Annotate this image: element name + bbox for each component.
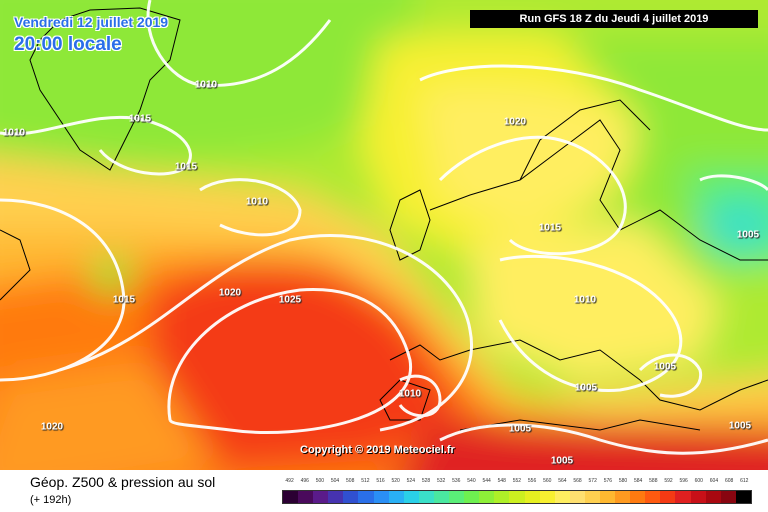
scale-swatch bbox=[358, 491, 374, 503]
scale-label: 564 bbox=[558, 478, 567, 484]
scale-swatch bbox=[313, 491, 329, 503]
scale-label: 568 bbox=[573, 478, 582, 484]
scale-swatch bbox=[720, 491, 736, 503]
scale-swatch bbox=[705, 491, 721, 503]
isobar-label: 1020 bbox=[503, 116, 527, 128]
copyright-text: Copyright © 2019 Meteociel.fr bbox=[300, 444, 455, 456]
scale-label: 580 bbox=[618, 478, 628, 484]
isobar-label: 1010 bbox=[245, 196, 269, 208]
isobar-label: 1020 bbox=[40, 421, 64, 433]
isobar-label: 1010 bbox=[398, 388, 422, 400]
scale-label: 524 bbox=[406, 478, 415, 484]
color-scale-bar bbox=[282, 490, 752, 504]
scale-label: 508 bbox=[346, 478, 355, 484]
scale-label: 504 bbox=[330, 478, 340, 484]
isobar-label: 1015 bbox=[128, 113, 152, 125]
run-info-banner: Run GFS 18 Z du Jeudi 4 juillet 2019 bbox=[470, 10, 758, 28]
isobar-label: 1005 bbox=[574, 382, 598, 394]
scale-label: 608 bbox=[724, 478, 734, 484]
scale-label: 500 bbox=[315, 478, 325, 484]
scale-swatch bbox=[328, 491, 344, 503]
isobar-label: 1020 bbox=[218, 287, 242, 299]
scale-label: 556 bbox=[527, 478, 537, 484]
map-title: Géop. Z500 & pression au sol bbox=[30, 474, 216, 490]
isobar-lines bbox=[0, 0, 768, 453]
scale-swatch bbox=[479, 491, 495, 503]
weather-map: Vendredi 12 juillet 2019 20:00 locale Ru… bbox=[0, 0, 768, 470]
scale-swatch bbox=[298, 491, 314, 503]
isobar-label: 1015 bbox=[538, 222, 562, 234]
scale-swatch bbox=[630, 491, 646, 503]
scale-swatch bbox=[403, 491, 419, 503]
scale-swatch bbox=[735, 491, 751, 503]
scale-swatch bbox=[433, 491, 450, 503]
scale-swatch bbox=[494, 491, 510, 503]
color-scale-labels: 492 496 500 504 508 512 516 520 524 528 532 536 540 5… bbox=[282, 478, 752, 488]
scale-swatch bbox=[388, 491, 404, 503]
scale-label: 548 bbox=[497, 478, 506, 484]
isobar-label: 1010 bbox=[573, 294, 597, 306]
isobar-label: 1005 bbox=[550, 455, 574, 467]
scale-label: 560 bbox=[543, 478, 552, 484]
scale-label: 592 bbox=[664, 478, 673, 484]
scale-swatch bbox=[615, 491, 631, 503]
scale-label: 528 bbox=[421, 478, 431, 484]
scale-swatch bbox=[554, 491, 570, 503]
isobar-label: 1015 bbox=[112, 294, 136, 306]
scale-label: 604 bbox=[709, 478, 719, 484]
scale-label: 588 bbox=[649, 478, 658, 484]
scale-label: 512 bbox=[361, 478, 370, 484]
scale-label: 540 bbox=[467, 478, 476, 484]
scale-label: 492 bbox=[285, 478, 294, 484]
scale-label: 576 bbox=[603, 478, 613, 484]
scale-label: 612 bbox=[740, 478, 749, 484]
valid-date: Vendredi 12 juillet 2019 bbox=[14, 14, 169, 30]
scale-swatch bbox=[645, 491, 661, 503]
isobar-label: 1015 bbox=[174, 161, 198, 173]
isobar-label: 1010 bbox=[2, 127, 26, 139]
scale-swatch bbox=[660, 491, 676, 503]
valid-time: 20:00 locale bbox=[14, 34, 122, 55]
scale-label: 600 bbox=[694, 478, 703, 484]
isobar-label: 1005 bbox=[508, 423, 532, 435]
isobar-label: 1005 bbox=[728, 420, 752, 432]
scale-label: 532 bbox=[436, 478, 446, 484]
scale-swatch bbox=[343, 491, 359, 503]
scale-swatch bbox=[449, 491, 465, 503]
scale-label: 516 bbox=[376, 478, 385, 484]
scale-swatch bbox=[539, 491, 555, 503]
scale-label: 596 bbox=[679, 478, 688, 484]
scale-label: 536 bbox=[452, 478, 461, 484]
scale-label: 496 bbox=[300, 478, 309, 484]
coastlines bbox=[0, 7, 768, 431]
scale-swatch bbox=[509, 491, 525, 503]
isobar-label: 1005 bbox=[653, 361, 677, 373]
scale-swatch bbox=[599, 491, 616, 503]
scale-swatch bbox=[584, 491, 600, 503]
scale-swatch bbox=[690, 491, 706, 503]
scale-swatch bbox=[418, 491, 434, 503]
pressure-field-svg bbox=[0, 0, 768, 470]
scale-swatch bbox=[569, 491, 585, 503]
map-footer: Géop. Z500 & pression au sol (+ 192h) 49… bbox=[0, 470, 768, 512]
scale-swatch bbox=[524, 491, 540, 503]
scale-label: 520 bbox=[391, 478, 400, 484]
scale-swatch bbox=[373, 491, 389, 503]
scale-swatch bbox=[283, 491, 299, 503]
scale-label: 572 bbox=[588, 478, 597, 484]
scale-label: 544 bbox=[482, 478, 491, 484]
isobar-label: 1010 bbox=[194, 79, 218, 91]
forecast-lead-time: (+ 192h) bbox=[30, 494, 72, 506]
isobar-label: 1025 bbox=[278, 294, 302, 306]
scale-swatch bbox=[464, 491, 480, 503]
scale-swatch bbox=[675, 491, 691, 503]
geopotential-color-field bbox=[0, 0, 768, 470]
isobar-label: 1005 bbox=[736, 229, 760, 241]
color-scale-legend: 492 496 500 504 508 512 516 520 524 528 532 536 540 5… bbox=[282, 478, 752, 508]
scale-label: 584 bbox=[634, 478, 643, 484]
scale-label: 552 bbox=[512, 478, 522, 484]
